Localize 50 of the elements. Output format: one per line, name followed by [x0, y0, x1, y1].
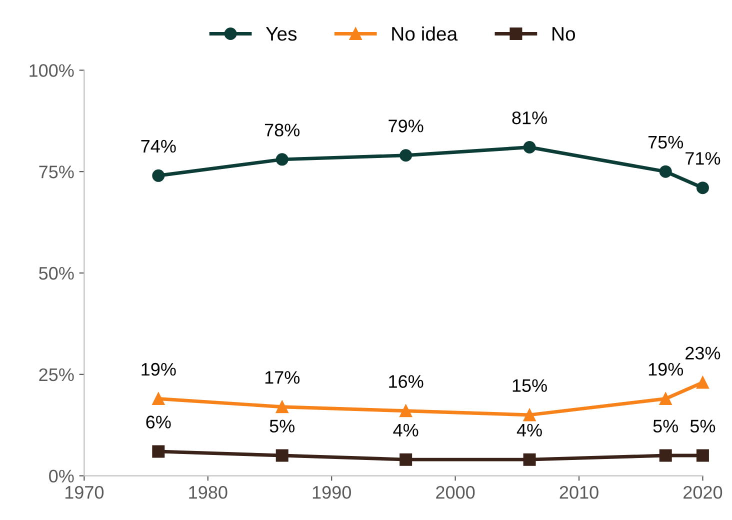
point [152, 169, 165, 182]
y-tick-label: 75% [39, 166, 74, 178]
data-label: 17% [265, 371, 300, 384]
data-label: 23% [686, 346, 720, 360]
point [659, 165, 672, 178]
data-label: 78% [264, 124, 300, 136]
point [659, 449, 672, 462]
y-tick-label: 25% [39, 368, 74, 382]
y-tick-label: 50% [39, 266, 74, 280]
point [400, 404, 412, 418]
data-label: 5% [270, 420, 295, 433]
x-tick-label: 1990 [312, 486, 351, 499]
data-label: 6% [146, 416, 171, 428]
point [659, 392, 672, 405]
data-label: 16% [389, 375, 424, 388]
point [696, 449, 709, 462]
y-tick-label: 0% [49, 470, 74, 483]
y-tick-label: 100% [30, 64, 74, 77]
point [276, 153, 288, 166]
x-tick-label: 1980 [189, 486, 228, 499]
legend-label: Yes [266, 27, 297, 41]
x-tick-label: 2020 [684, 486, 722, 499]
data-label: 75% [648, 136, 684, 149]
data-label: 74% [141, 140, 176, 153]
data-label: 79% [388, 120, 424, 132]
x-tick-label: 2000 [436, 486, 475, 499]
x-tick-label: 2010 [560, 486, 598, 499]
point [400, 149, 412, 162]
data-label: 81% [512, 111, 547, 124]
data-label: 19% [142, 362, 176, 376]
data-label: 5% [690, 420, 716, 433]
point [523, 453, 536, 466]
point [523, 141, 536, 154]
legend-label: No [552, 27, 575, 41]
point [276, 449, 288, 462]
point [152, 445, 165, 458]
point [696, 182, 709, 194]
legend-label: No idea [392, 26, 458, 41]
data-label: 19% [648, 362, 684, 376]
point [523, 408, 536, 422]
data-label: 15% [512, 379, 547, 392]
point [400, 453, 412, 466]
point [276, 400, 288, 414]
data-label: 4% [393, 424, 418, 436]
data-label: 4% [516, 424, 542, 436]
data-label: 71% [686, 152, 720, 165]
x-tick-label: 1970 [65, 486, 104, 499]
point [152, 392, 165, 405]
data-label: 5% [653, 420, 678, 433]
point [696, 376, 709, 389]
